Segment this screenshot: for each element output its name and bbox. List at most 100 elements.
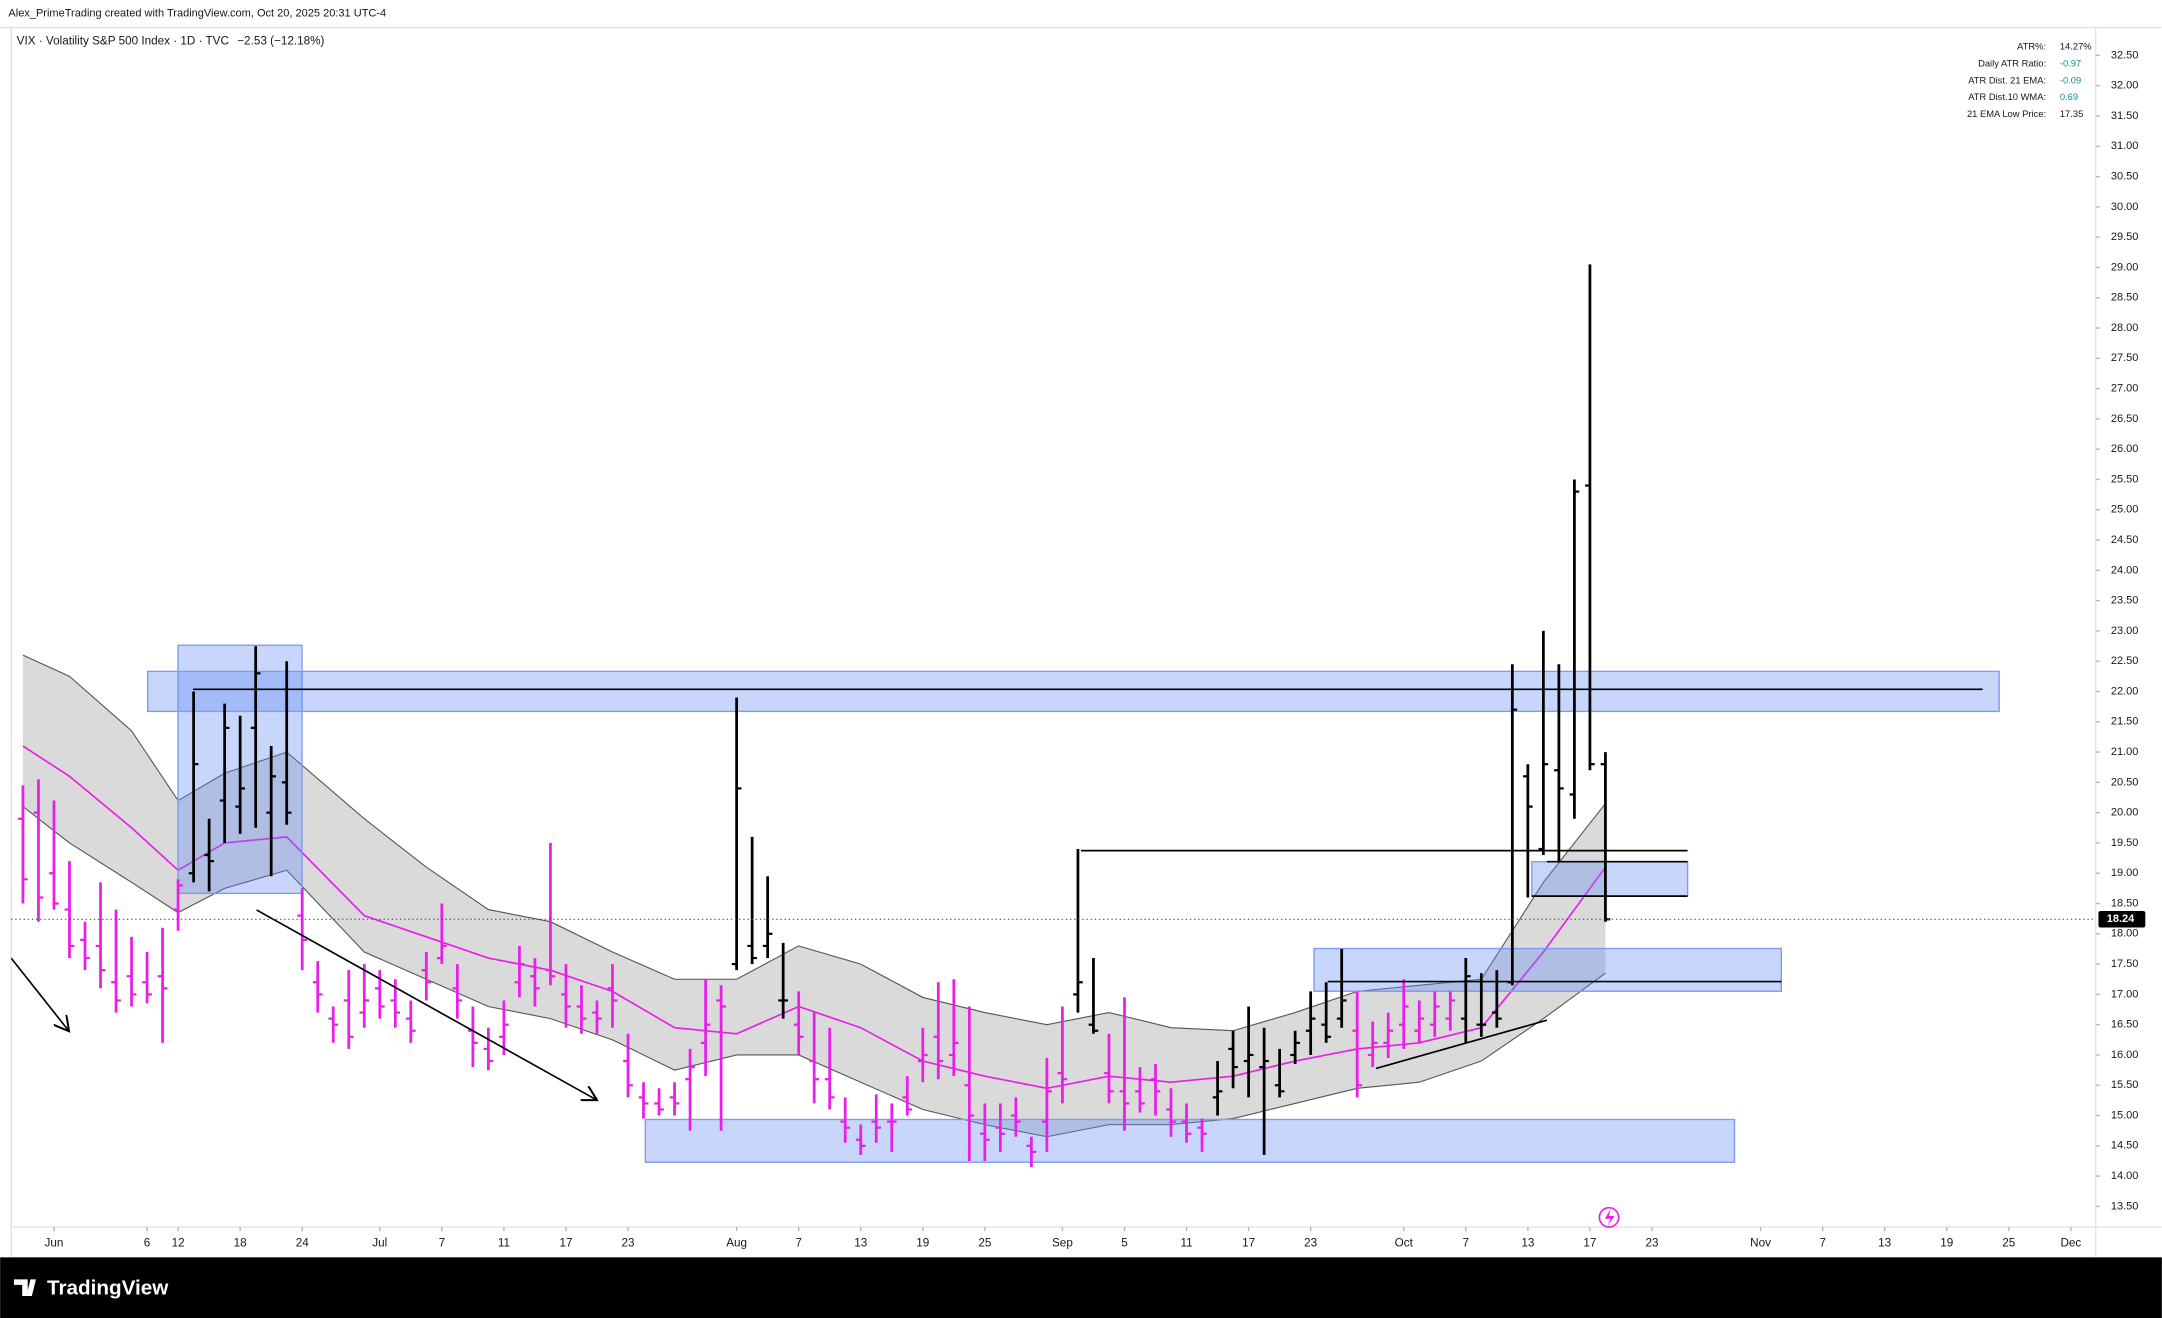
bars-layer [18,264,1611,1168]
stat-label: 21 EMA Low Price: [1967,109,2046,119]
y-tick-label: 22.00 [2111,685,2139,697]
y-tick-label: 21.50 [2111,716,2139,728]
y-tick-label: 27.00 [2111,383,2139,395]
y-tick-label: 24.50 [2111,534,2139,546]
y-tick-label: 17.50 [2111,958,2139,970]
last-price-label: 18.24 [2107,913,2135,925]
y-tick-label: 32.00 [2111,80,2139,92]
symbol-title: VIX · Volatility S&P 500 Index · 1D · TV… [17,34,229,47]
x-tick-label: 18 [234,1237,247,1250]
y-tick-label: 15.00 [2111,1109,2139,1121]
y-tick-label: 24.00 [2111,564,2139,576]
x-tick-label: 13 [854,1237,867,1250]
x-tick-label: 7 [439,1237,446,1250]
event-icon[interactable] [1598,1206,1620,1228]
x-tick-label: Jul [372,1237,387,1250]
y-tick-label: 31.50 [2111,110,2139,122]
x-tick-label: Sep [1052,1237,1073,1250]
y-tick-label: 31.00 [2111,140,2139,152]
logo-mark [13,1279,36,1296]
y-tick-label: 32.50 [2111,49,2139,61]
stat-value: -0.09 [2060,75,2081,85]
x-tick-label: 19 [1940,1237,1953,1250]
x-tick-label: 23 [622,1237,635,1250]
y-tick-label: 14.00 [2111,1170,2139,1182]
zone-box [146,670,2000,713]
arrow [11,957,69,1031]
x-tick-label: 12 [172,1237,185,1250]
y-tick-label: 29.00 [2111,261,2139,273]
y-tick-label: 25.00 [2111,504,2139,516]
x-tick-label: 11 [498,1237,510,1250]
x-tick-label: 5 [1121,1237,1128,1250]
x-tick-label: 7 [1463,1237,1470,1250]
y-tick-label: 16.00 [2111,1049,2139,1061]
y-tick-label: 22.50 [2111,655,2139,667]
drawings-front [11,688,1983,1100]
x-tick-label: Nov [1750,1237,1771,1250]
stat-value: -0.97 [2060,58,2081,68]
y-tick-label: 20.50 [2111,776,2139,788]
y-tick-label: 14.50 [2111,1140,2139,1152]
y-tick-label: 30.00 [2111,201,2139,213]
zone-box [1313,947,1783,992]
y-tick-label: 25.50 [2111,473,2139,485]
y-tick-label: 16.50 [2111,1019,2139,1031]
y-tick-label: 15.50 [2111,1079,2139,1091]
y-tick-label: 21.00 [2111,746,2139,758]
footer-logo: TradingView [47,1277,169,1300]
stat-label: ATR%: [2017,41,2046,51]
x-tick-label: 7 [1819,1237,1826,1250]
x-tick-label: 6 [144,1237,151,1250]
y-tick-label: 26.00 [2111,443,2139,455]
y-tick-label: 29.50 [2111,231,2139,243]
y-tick-label: 30.50 [2111,171,2139,183]
stat-label: Daily ATR Ratio: [1978,58,2046,68]
stat-value: 0.69 [2060,92,2078,102]
x-tick-label: 24 [296,1237,310,1250]
x-tick-label: 13 [1521,1237,1534,1250]
event-icon-bolt [1604,1209,1615,1226]
drawings-back [146,644,2000,1163]
y-tick-label: 13.50 [2111,1200,2139,1212]
y-tick-label: 23.00 [2111,625,2139,637]
y-tick-label: 17.00 [2111,988,2139,1000]
x-tick-label: 17 [559,1237,572,1250]
x-tick-label: 11 [1180,1237,1192,1250]
x-tick-label: 25 [2002,1237,2016,1250]
zone-box [644,1118,1736,1163]
y-tick-label: 18.00 [2111,928,2139,940]
header: Alex_PrimeTrading created with TradingVi… [8,8,386,20]
x-tick-label: 23 [1645,1237,1658,1250]
stats-table: ATR%: 14.27% Daily ATR Ratio: -0.97 ATR Dist… [1967,41,2092,119]
trend-line [1375,1019,1548,1070]
x-tick-label: 17 [1242,1237,1255,1250]
symbol-change: −2.53 (−12.18%) [237,34,324,47]
x-tick-label: Aug [726,1237,747,1250]
y-tick-label: 28.00 [2111,322,2139,334]
x-tick-label: Jun [45,1237,64,1250]
stat-label: ATR Dist. 21 EMA: [1968,75,2046,85]
x-tick-label: Dec [2060,1237,2081,1250]
stat-label: ATR Dist.10 WMA: [1968,92,2046,102]
y-tick-label: 28.50 [2111,292,2139,304]
y-tick-label: 18.50 [2111,897,2139,909]
x-tick-label: 17 [1583,1237,1596,1250]
x-tick-label: 19 [916,1237,929,1250]
x-tick-label: Oct [1395,1237,1414,1250]
zone-box [1531,860,1689,897]
y-tick-label: 26.50 [2111,413,2139,425]
y-tick-label: 19.00 [2111,867,2139,879]
arrow [256,909,598,1100]
footer [0,1257,2162,1318]
x-tick-label: 23 [1304,1237,1317,1250]
last-price-box [2098,911,2146,928]
y-tick-label: 20.00 [2111,807,2139,819]
y-tick-label: 19.50 [2111,837,2139,849]
x-tick-label: 13 [1878,1237,1891,1250]
x-tick-label: 25 [978,1237,992,1250]
stat-value: 14.27% [2060,41,2092,51]
band-line [22,654,1606,1032]
y-tick-label: 23.50 [2111,595,2139,607]
